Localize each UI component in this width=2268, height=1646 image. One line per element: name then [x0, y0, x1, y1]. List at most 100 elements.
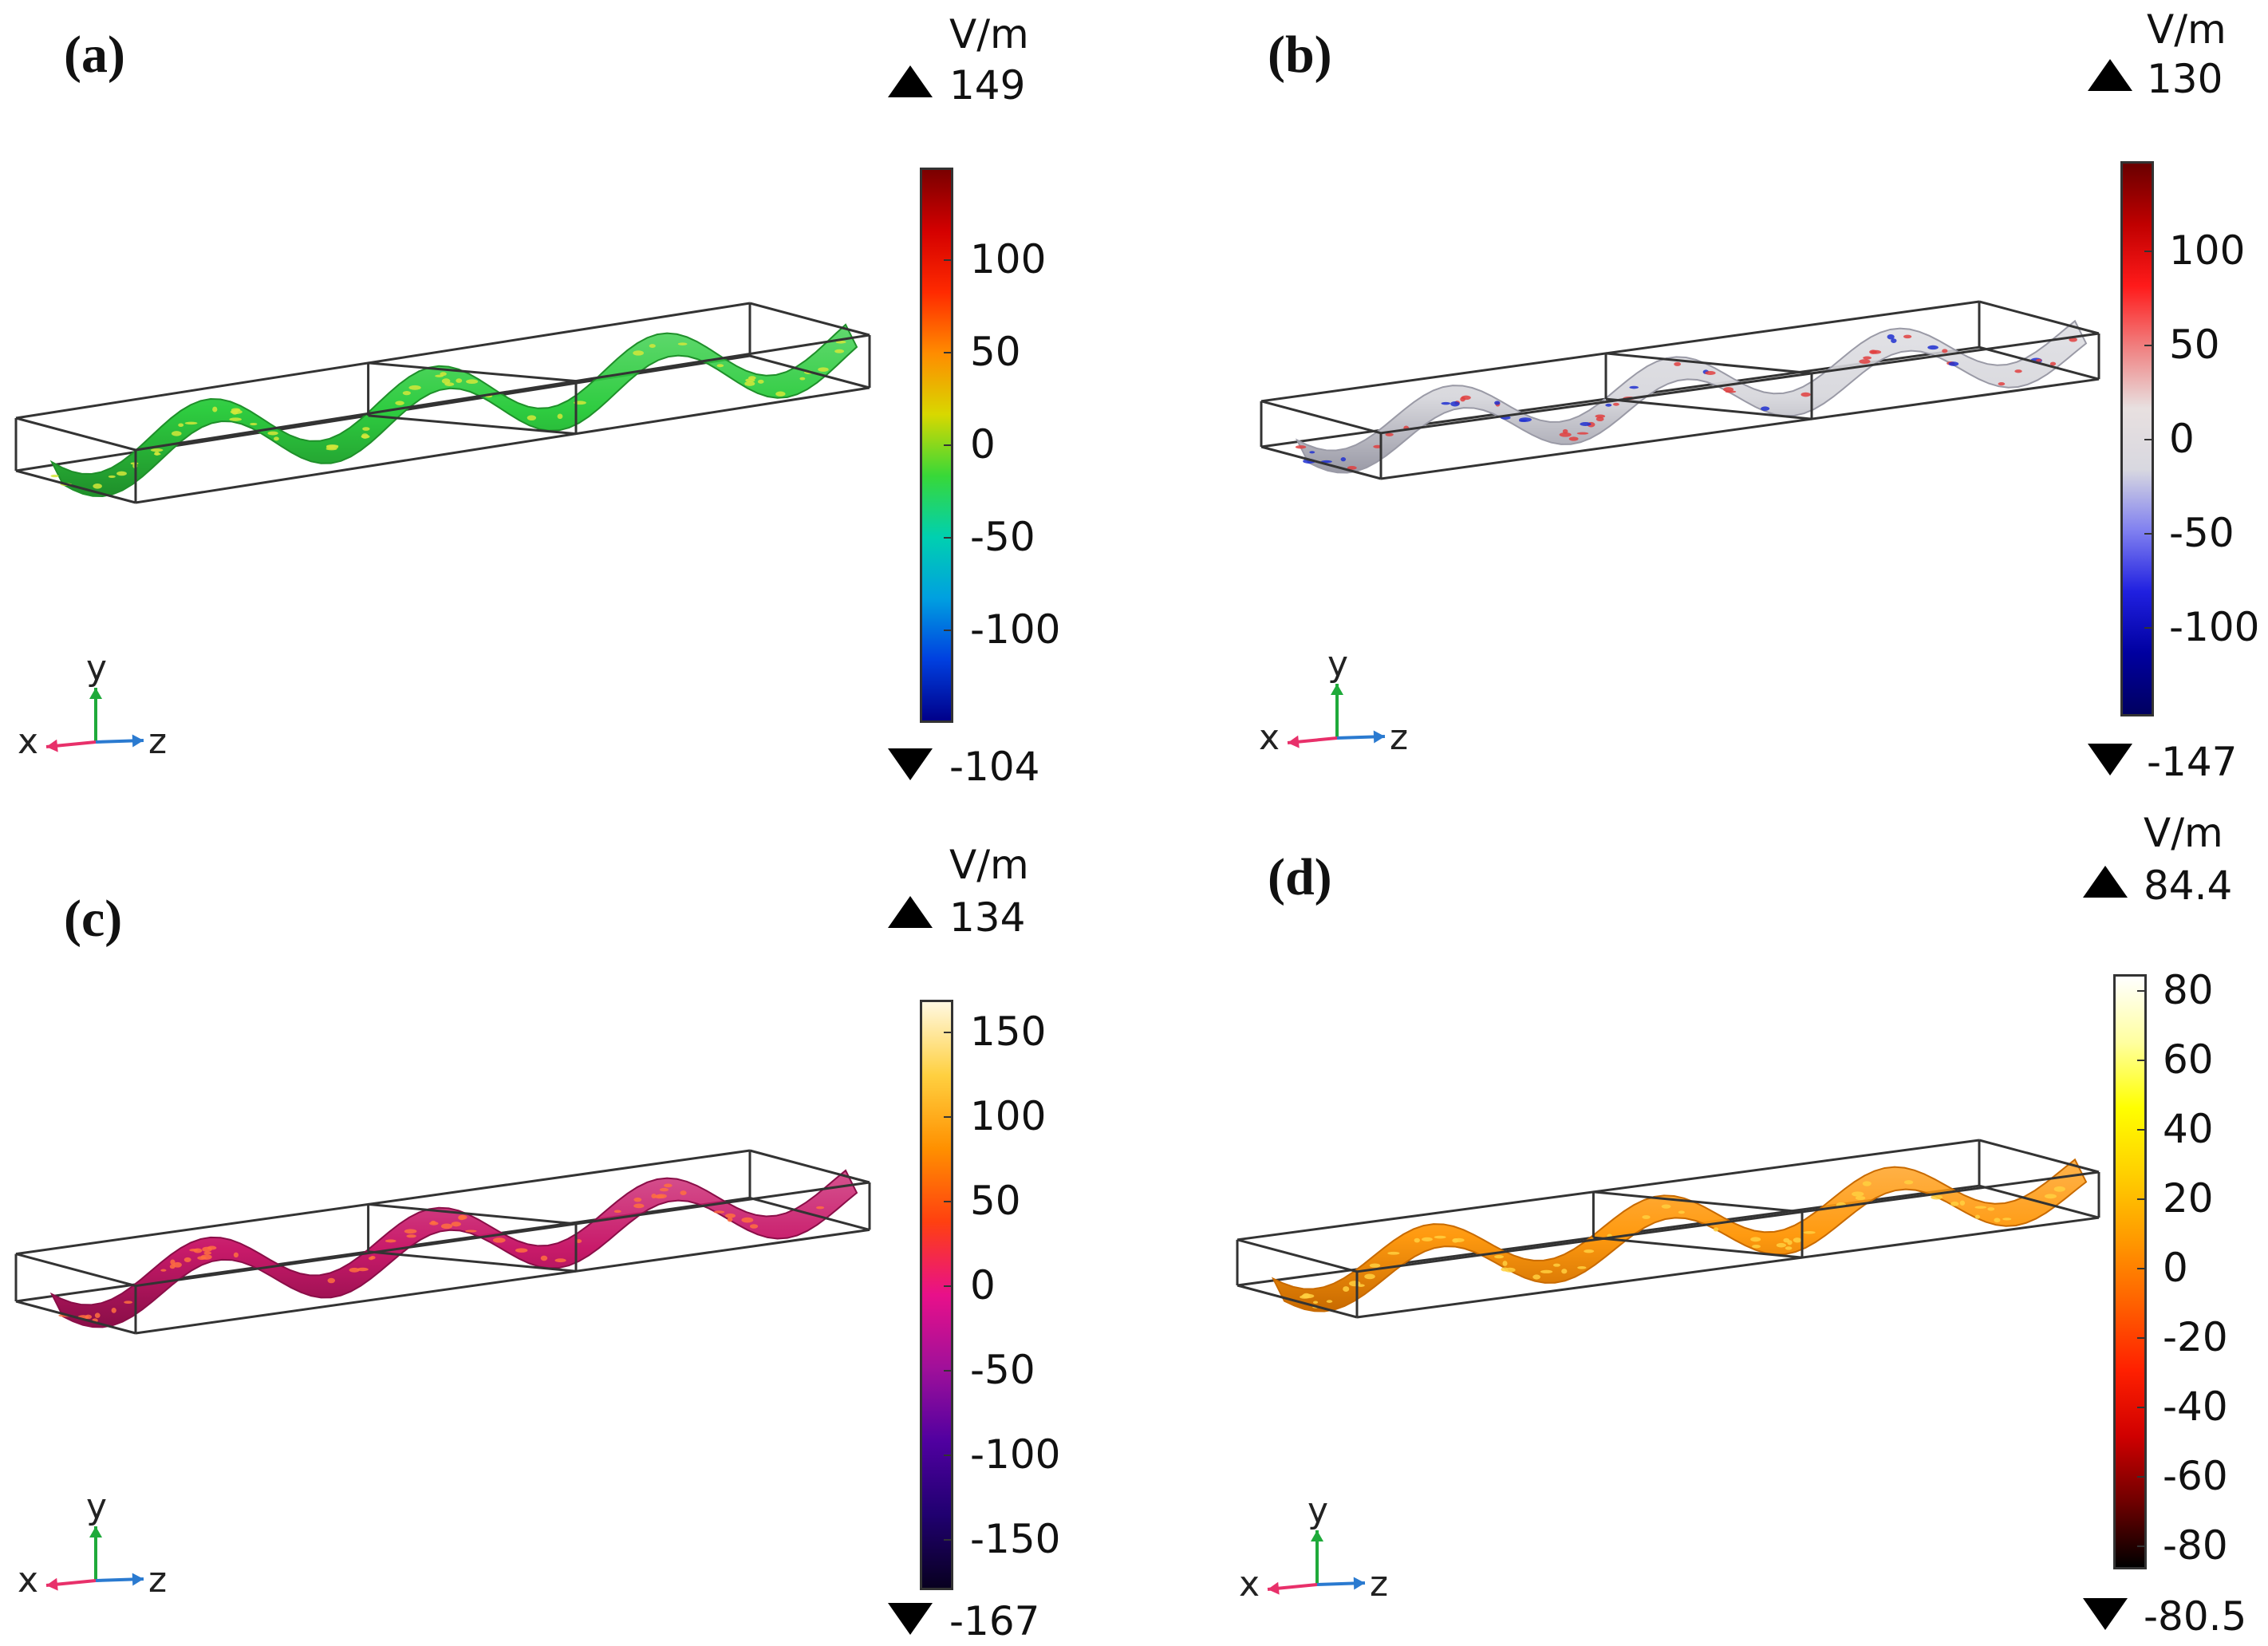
field-speckle: [325, 444, 339, 450]
colorbar-tick-mark: [944, 352, 952, 353]
x-axis-arrow-head: [46, 1577, 58, 1591]
axis-triad-svg: y x z: [18, 1486, 167, 1601]
box-edge: [15, 469, 136, 504]
x-axis-label: x: [18, 1560, 38, 1601]
field-speckle: [1364, 1273, 1375, 1280]
field-speckle: [85, 1314, 93, 1320]
field-speckle: [1385, 432, 1394, 436]
panel-d: (d) y x z V/m 84.4 -80.5 80 60 40 20 0 -20 -40 -6…: [1134, 813, 2268, 1646]
field-speckle: [749, 1224, 759, 1229]
colorbar-unit: V/m: [2147, 6, 2227, 53]
z-axis-label: z: [148, 721, 167, 762]
field-speckle: [1927, 345, 1939, 350]
field-speckle: [775, 391, 786, 397]
colorbar-min: -104: [949, 744, 1040, 790]
box-edge: [1605, 352, 1812, 375]
field-speckle: [1502, 1261, 1508, 1266]
field-speckle: [465, 1230, 477, 1233]
field-speckle: [1959, 1200, 1966, 1206]
field-speckle: [2014, 369, 2022, 373]
field-speckle: [1974, 1206, 1987, 1209]
field-speckle: [250, 422, 258, 426]
axis-triad: y x z: [1237, 1489, 1397, 1609]
z-axis-arrow: [95, 1573, 144, 1586]
box-edge: [1260, 300, 1980, 403]
waveguide-plot: [14, 302, 871, 504]
box-edge: [368, 361, 577, 383]
colorbar-tick-label: 0: [2169, 416, 2195, 462]
field-speckle: [1349, 1281, 1361, 1287]
box-edge: [749, 302, 870, 337]
colorbar-tick-mark: [944, 1539, 952, 1541]
field-speckle: [1347, 465, 1357, 470]
field-speckle: [1974, 1214, 1980, 1219]
box-edge: [1237, 1284, 1358, 1319]
colorbar-min: -80.5: [2144, 1593, 2247, 1640]
field-speckle: [1678, 1210, 1685, 1214]
field-speckle: [1562, 428, 1568, 434]
min-triangle-icon: [2088, 744, 2132, 776]
field-speckle: [1568, 436, 1579, 441]
colorbar-tick-label: 0: [2163, 1245, 2188, 1291]
colorbar-unit: V/m: [949, 842, 1029, 888]
colorbar-tick-label: 100: [970, 236, 1047, 282]
field-speckle: [515, 1248, 528, 1253]
field-speckle: [659, 1187, 669, 1192]
field-speckle: [1725, 390, 1737, 393]
field-surface: [1295, 319, 2088, 474]
box-edge: [1237, 1139, 1980, 1241]
colorbar-min: -167: [949, 1598, 1040, 1644]
field-speckle: [404, 1229, 417, 1234]
field-speckle: [1295, 445, 1307, 449]
axis-triad-svg: y x z: [18, 648, 167, 762]
field-speckle: [575, 1239, 582, 1243]
field-speckle: [540, 1255, 548, 1261]
field-speckle: [441, 378, 451, 385]
colorbar-tick-label: -50: [2169, 510, 2234, 556]
field-speckle: [1387, 1251, 1400, 1255]
field-speckle: [173, 1261, 182, 1268]
field-speckle: [492, 1237, 506, 1243]
field-speckle: [1859, 359, 1871, 364]
box-edge: [135, 386, 870, 504]
z-axis-arrow-head: [132, 1573, 144, 1586]
colorbar-max: 130: [2147, 56, 2223, 102]
panel-label: (a): [64, 26, 125, 84]
box-edge: [749, 1149, 870, 1184]
z-axis-arrow-head: [1353, 1577, 1365, 1590]
field-speckle: [1903, 1180, 1914, 1185]
field-speckle: [680, 1190, 687, 1195]
x-axis-label: x: [18, 721, 38, 762]
colorbar-tick-label: -40: [2163, 1384, 2228, 1430]
colorbar-tick-label: 0: [970, 421, 996, 468]
colorbar-tick-mark: [2137, 1476, 2145, 1478]
colorbar-tick-mark: [944, 1201, 952, 1202]
field-speckle: [1674, 361, 1682, 366]
field-speckle: [818, 367, 829, 372]
field-speckle: [1434, 1235, 1446, 1239]
max-triangle-icon: [2088, 59, 2132, 91]
colorbar-tick-label: -150: [970, 1516, 1061, 1562]
field-speckle: [1855, 1196, 1866, 1201]
field-speckle: [1301, 1293, 1315, 1299]
field-speckle: [169, 1264, 176, 1269]
field-speckle: [184, 421, 198, 425]
field-speckle: [649, 344, 656, 348]
x-axis-arrow: [1287, 735, 1338, 748]
colorbar-tick-label: -50: [970, 514, 1035, 560]
field-speckle: [1998, 381, 2006, 386]
colorbar-tick-label: 0: [970, 1262, 996, 1309]
colorbar-tick-label: -20: [2163, 1314, 2228, 1360]
colorbar-tick-label: -80: [2163, 1522, 2228, 1569]
field-speckle: [1343, 1286, 1350, 1292]
field-speckle: [230, 409, 243, 414]
field-speckle: [554, 1258, 566, 1263]
field-speckle: [385, 1239, 396, 1243]
field-speckle: [1629, 385, 1639, 389]
waveguide-plot: [14, 1149, 871, 1335]
box-edge: [15, 1300, 136, 1335]
panel-a: (a) y x z V/m 149 -104 100 50 0 -50 -100: [0, 0, 1134, 823]
colorbar-unit: V/m: [2144, 810, 2223, 856]
axis-triad: y x z: [16, 646, 176, 766]
colorbar-tick-mark: [2137, 1129, 2145, 1131]
